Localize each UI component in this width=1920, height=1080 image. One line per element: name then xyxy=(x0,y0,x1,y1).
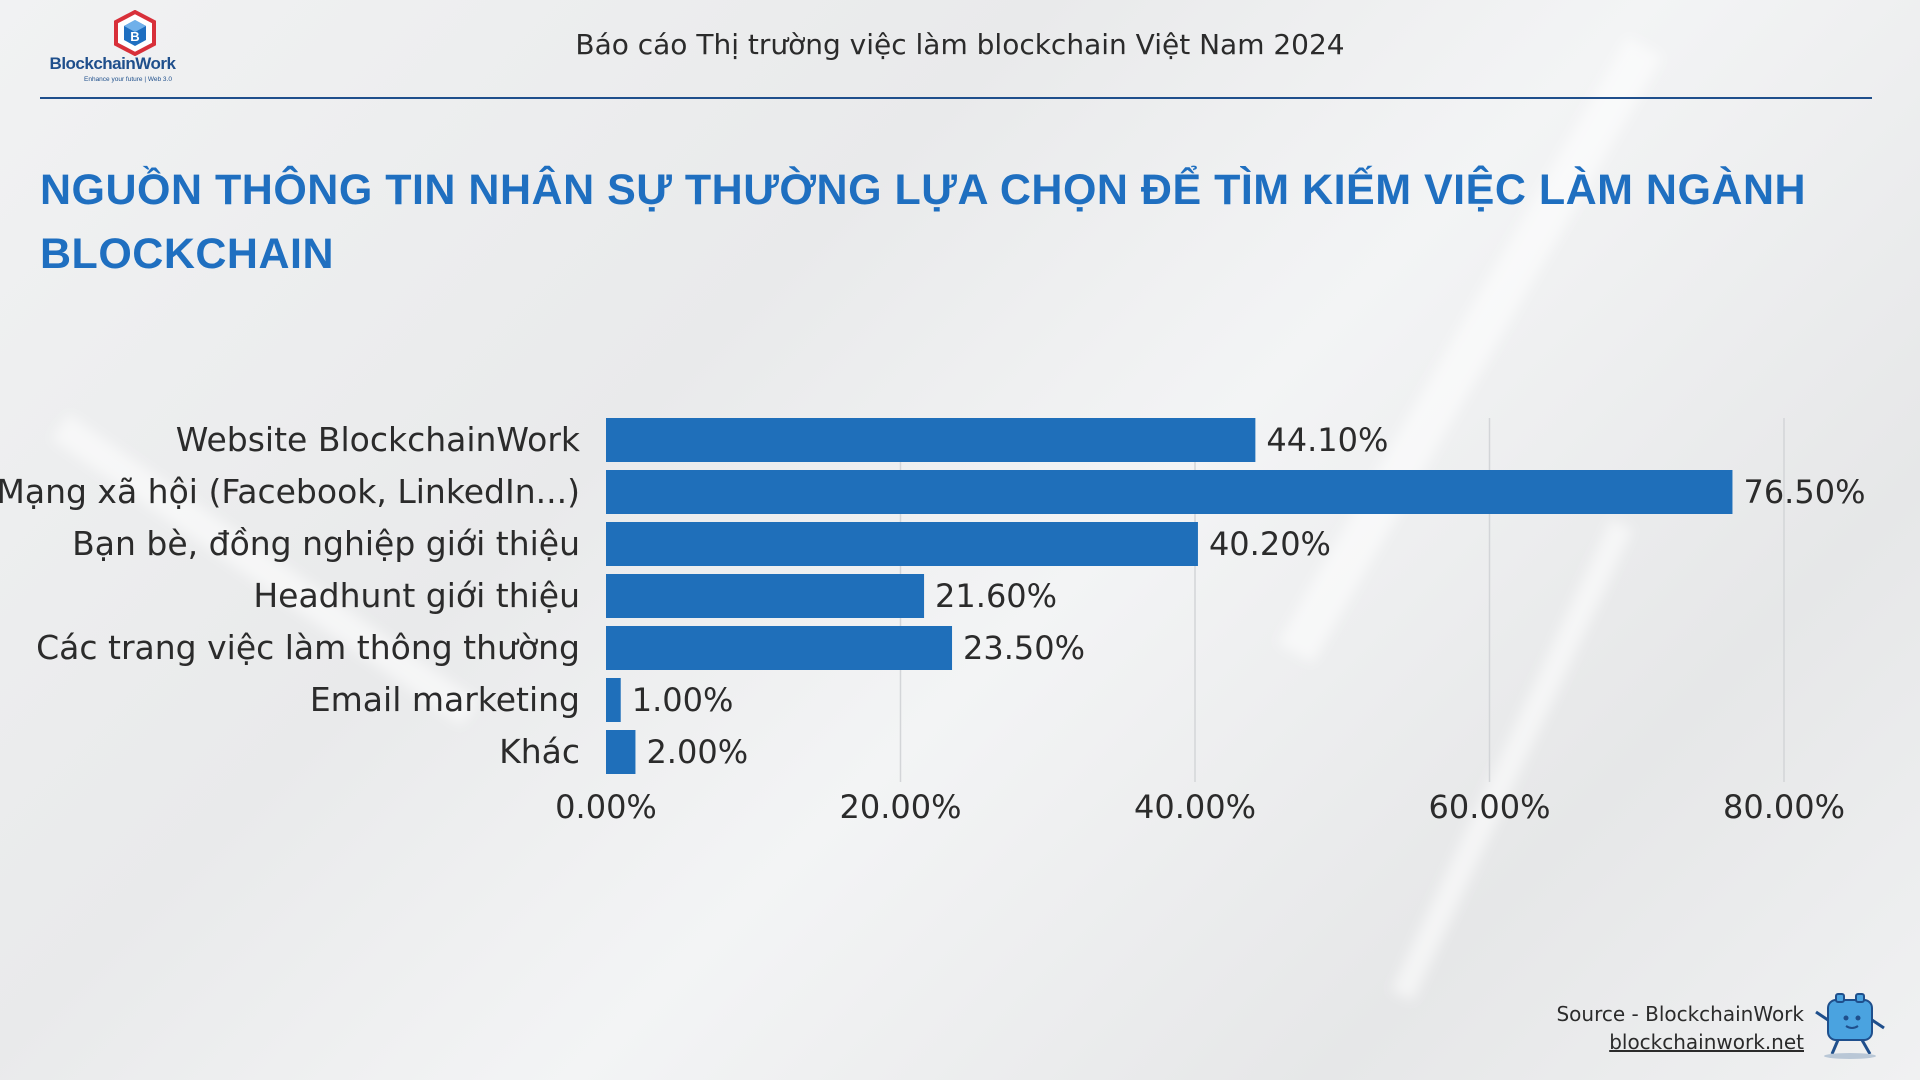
x-tick-label: 0.00% xyxy=(555,788,657,826)
x-tick-label: 40.00% xyxy=(1134,788,1256,826)
chart-title: NGUỒN THÔNG TIN NHÂN SỰ THƯỜNG LỰA CHỌN … xyxy=(40,158,1840,286)
x-tick-label: 60.00% xyxy=(1428,788,1550,826)
x-tick-label: 80.00% xyxy=(1723,788,1845,826)
category-label: Website BlockchainWork xyxy=(176,420,581,459)
bar xyxy=(606,574,925,618)
bar xyxy=(606,522,1198,566)
chart-title-line1: NGUỒN THÔNG TIN NHÂN SỰ THƯỜNG LỰA CHỌN … xyxy=(40,166,1807,214)
data-label: 1.00% xyxy=(632,681,734,719)
header-divider xyxy=(40,97,1872,99)
data-label: 2.00% xyxy=(646,733,748,771)
category-label: Mạng xã hội (Facebook, LinkedIn...) xyxy=(0,472,580,511)
bar xyxy=(606,626,953,670)
report-title: Báo cáo Thị trường việc làm blockchain V… xyxy=(575,28,1345,61)
bar xyxy=(606,678,621,722)
category-label: Các trang việc làm thông thường xyxy=(36,628,580,667)
data-label: 76.50% xyxy=(1743,473,1865,511)
data-label: 44.10% xyxy=(1266,421,1388,459)
logo-text: BlockchainWork xyxy=(49,54,176,73)
svg-text:B: B xyxy=(130,29,139,44)
x-tick-label: 20.00% xyxy=(839,788,961,826)
bar xyxy=(606,730,636,774)
logo-tagline: Enhance your future | Web 3.0 xyxy=(84,76,172,83)
data-label: 21.60% xyxy=(935,577,1057,615)
brand-logo[interactable]: B BlockchainWork Enhance your future | W… xyxy=(40,10,185,85)
chart-title-line2: BLOCKCHAIN xyxy=(40,230,335,278)
bar xyxy=(606,418,1256,462)
category-label: Bạn bè, đồng nghiệp giới thiệu xyxy=(72,524,580,563)
bar xyxy=(606,470,1733,514)
robot-mascot-icon xyxy=(1815,993,1885,1059)
blockchain-cube-icon: B xyxy=(114,10,156,56)
source-label: Source - BlockchainWork xyxy=(1556,1002,1804,1026)
data-label: 40.20% xyxy=(1209,525,1331,563)
category-label: Khác xyxy=(499,732,580,771)
data-label: 23.50% xyxy=(963,629,1085,667)
source-block: Source - BlockchainWork blockchainwork.n… xyxy=(1556,1000,1804,1056)
source-link[interactable]: blockchainwork.net xyxy=(1609,1030,1804,1054)
category-label: Headhunt giới thiệu xyxy=(253,576,580,615)
category-label: Email marketing xyxy=(310,680,580,719)
